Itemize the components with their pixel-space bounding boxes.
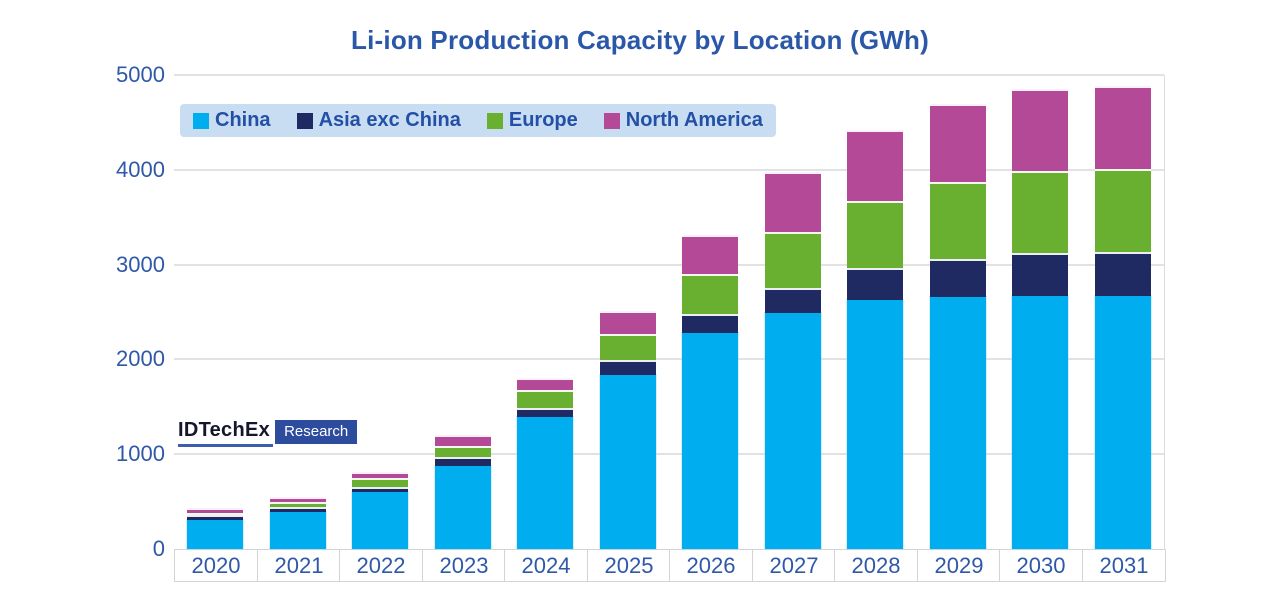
legend-label: Europe	[508, 109, 578, 131]
bar-segment-2028-europe	[847, 201, 903, 268]
gridline-3000	[174, 264, 1164, 266]
bar-segment-2027-asia-exc-china	[765, 288, 821, 313]
bar-segment-2020-europe	[187, 513, 243, 515]
bar-segment-2030-asia-exc-china	[1012, 253, 1068, 296]
bar-segment-2020-china	[187, 520, 243, 549]
x-axis-label: 2030	[999, 549, 1083, 582]
chart-title: Li-ion Production Capacity by Location (…	[351, 25, 929, 55]
bar-segment-2030-china	[1012, 296, 1068, 549]
x-axis-label: 2021	[257, 549, 341, 582]
bar-segment-2021-europe	[270, 502, 326, 507]
gridline-5000	[174, 74, 1164, 76]
bar-segment-2023-asia-exc-china	[435, 457, 491, 466]
legend-swatch-asia-exc-china	[296, 112, 313, 129]
bar-segment-2028-north-america	[847, 130, 903, 201]
x-axis-label: 2031	[1082, 549, 1166, 582]
legend-item-china: China	[193, 109, 271, 132]
bar-segment-2023-europe	[435, 446, 491, 457]
bar-segment-2027-north-america	[765, 172, 821, 232]
idtechex-brand: IDTechEx	[178, 420, 274, 447]
x-axis-label: 2026	[669, 549, 753, 582]
bar-segment-2030-europe	[1012, 171, 1068, 253]
bar-segment-2031-north-america	[1095, 86, 1151, 169]
y-axis-label: 3000	[116, 252, 165, 277]
gridline-4000	[174, 169, 1164, 171]
bar-segment-2024-asia-exc-china	[517, 408, 573, 417]
bar-segment-2021-asia-exc-china	[270, 507, 326, 512]
bar-segment-2026-asia-exc-china	[682, 314, 738, 333]
x-axis-label: 2029	[917, 549, 1001, 582]
bar-segment-2024-europe	[517, 390, 573, 408]
bar-segment-2027-europe	[765, 232, 821, 288]
bar-segment-2022-europe	[352, 478, 408, 487]
y-axis-label: 2000	[116, 346, 165, 371]
legend-item-europe: Europe	[486, 109, 578, 132]
bar-segment-2025-north-america	[600, 311, 656, 334]
y-axis-label: 1000	[116, 441, 165, 466]
x-axis-label: 2025	[587, 549, 671, 582]
bar-segment-2028-china	[847, 300, 903, 549]
bar-segment-2028-asia-exc-china	[847, 268, 903, 300]
x-axis-label: 2027	[752, 549, 836, 582]
idtechex-research-tag: Research	[275, 420, 358, 444]
bar-segment-2022-asia-exc-china	[352, 487, 408, 492]
bar-segment-2020-north-america	[187, 508, 243, 513]
bar-segment-2025-china	[600, 375, 656, 549]
x-axis-label: 2022	[339, 549, 423, 582]
legend-item-asia-exc-china: Asia exc China	[296, 109, 461, 132]
bar-segment-2024-china	[517, 417, 573, 549]
legend-swatch-north-america	[603, 112, 620, 129]
x-axis-label: 2028	[834, 549, 918, 582]
bar-segment-2026-north-america	[682, 235, 738, 274]
legend-swatch-china	[193, 112, 209, 129]
gridline-1000	[174, 453, 1164, 455]
bar-segment-2026-china	[682, 333, 738, 549]
right-axis-line	[1164, 75, 1165, 549]
legend-item-north-america: North America	[603, 109, 763, 132]
y-axis-label: 0	[152, 536, 165, 561]
bar-segment-2021-north-america	[270, 497, 326, 502]
bar-segment-2029-europe	[930, 182, 986, 259]
bar-segment-2023-north-america	[435, 435, 491, 446]
bar-segment-2029-asia-exc-china	[930, 259, 986, 297]
bar-segment-2026-europe	[682, 274, 738, 314]
bar-segment-2024-north-america	[517, 378, 573, 390]
bar-segment-2027-china	[765, 313, 821, 549]
bar-segment-2029-north-america	[930, 104, 986, 182]
bar-segment-2023-china	[435, 466, 491, 549]
y-axis-label: 4000	[116, 157, 165, 182]
legend-label: North America	[625, 109, 763, 131]
bar-segment-2022-north-america	[352, 472, 408, 478]
legend-label: China	[215, 109, 271, 131]
x-axis-label: 2023	[422, 549, 506, 582]
bar-segment-2030-north-america	[1012, 89, 1068, 171]
gridline-2000	[174, 358, 1164, 360]
y-axis-label: 5000	[116, 62, 165, 87]
legend: China Asia exc China Europe North America	[180, 104, 776, 137]
bar-segment-2031-europe	[1095, 169, 1151, 252]
legend-label: Asia exc China	[318, 109, 461, 131]
bar-segment-2022-china	[352, 492, 408, 549]
bar-segment-2025-asia-exc-china	[600, 360, 656, 375]
x-axis-label: 2020	[174, 549, 258, 582]
x-axis-label: 2024	[504, 549, 588, 582]
idtechex-logo: IDTechEx Research	[178, 420, 358, 447]
bar-segment-2025-europe	[600, 334, 656, 360]
bar-segment-2020-asia-exc-china	[187, 515, 243, 520]
bar-segment-2029-china	[930, 297, 986, 549]
legend-swatch-europe	[486, 112, 503, 129]
bar-segment-2021-china	[270, 512, 326, 549]
bar-segment-2031-china	[1095, 296, 1151, 549]
bar-segment-2031-asia-exc-china	[1095, 252, 1151, 296]
